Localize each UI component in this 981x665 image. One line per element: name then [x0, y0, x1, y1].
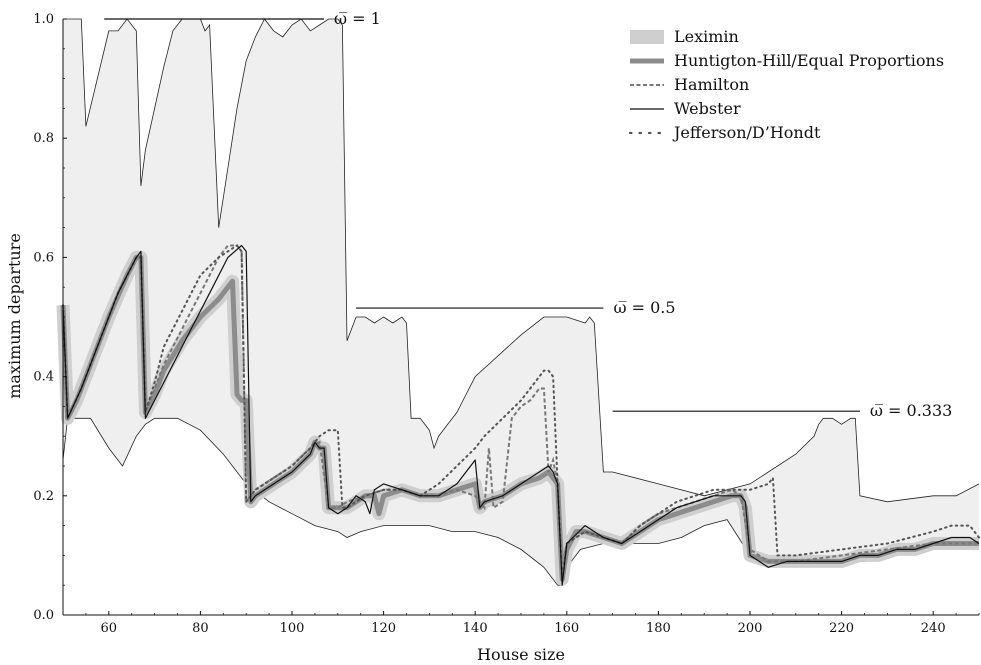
series-layer — [56, 244, 980, 586]
y-tick-label: 0.8 — [33, 131, 54, 146]
legend-item: Jefferson/D’Hondt — [628, 123, 821, 142]
legend-item: Huntigton-Hill/Equal Proportions — [630, 51, 944, 70]
x-tick-label: 220 — [829, 621, 854, 636]
legend-label: Webster — [674, 99, 741, 118]
x-tick-label: 80 — [192, 621, 209, 636]
legend: Leximin Huntigton-Hill/Equal Proportions H… — [628, 27, 944, 142]
series-huntington-hill — [60, 254, 979, 582]
y-tick-label: 0.2 — [33, 489, 54, 504]
x-tick-label: 200 — [738, 621, 763, 636]
legend-label: Jefferson/D’Hondt — [672, 123, 821, 142]
x-tick-label: 120 — [371, 621, 396, 636]
x-tick-label: 180 — [646, 621, 671, 636]
legend-label: Hamilton — [674, 75, 749, 94]
x-tick-label: 160 — [554, 621, 579, 636]
legend-swatch-band — [630, 30, 664, 44]
x-tick-label: 60 — [101, 621, 118, 636]
x-axis-title: House size — [477, 645, 565, 664]
omega-label-2: ω̅ = 0.333 — [870, 401, 952, 420]
leximin-band-layer — [62, 18, 980, 586]
y-axis-title: maximum departure — [5, 233, 24, 399]
legend-item: Leximin — [630, 27, 739, 46]
legend-item: Hamilton — [630, 75, 749, 94]
leximin-range-area — [63, 19, 979, 586]
annotation-layer: ω̅ = 1 ω̅ = 0.5 ω̅ = 0.333 — [104, 9, 952, 420]
x-tick-label: 240 — [921, 621, 946, 636]
y-tick-label: 0.0 — [33, 608, 54, 623]
x-tick-label: 100 — [280, 621, 305, 636]
legend-label: Leximin — [674, 27, 739, 46]
legend-label: Huntigton-Hill/Equal Proportions — [674, 51, 944, 70]
omega-label-1: ω̅ = 0.5 — [613, 298, 675, 317]
y-tick-label: 0.4 — [33, 370, 54, 385]
series-webster — [62, 244, 980, 586]
y-tick-label: 0.6 — [33, 250, 54, 265]
x-tick-label: 140 — [463, 621, 488, 636]
series-jefferson-dhondt — [62, 244, 980, 580]
legend-item: Webster — [630, 99, 741, 118]
y-tick-label: 1.0 — [33, 12, 54, 27]
axes-layer: 60 80 100 120 140 160 180 200 220 240 0.0 0.2 0.4 0.6… — [33, 12, 980, 636]
omega-label-0: ω̅ = 1 — [334, 9, 381, 28]
